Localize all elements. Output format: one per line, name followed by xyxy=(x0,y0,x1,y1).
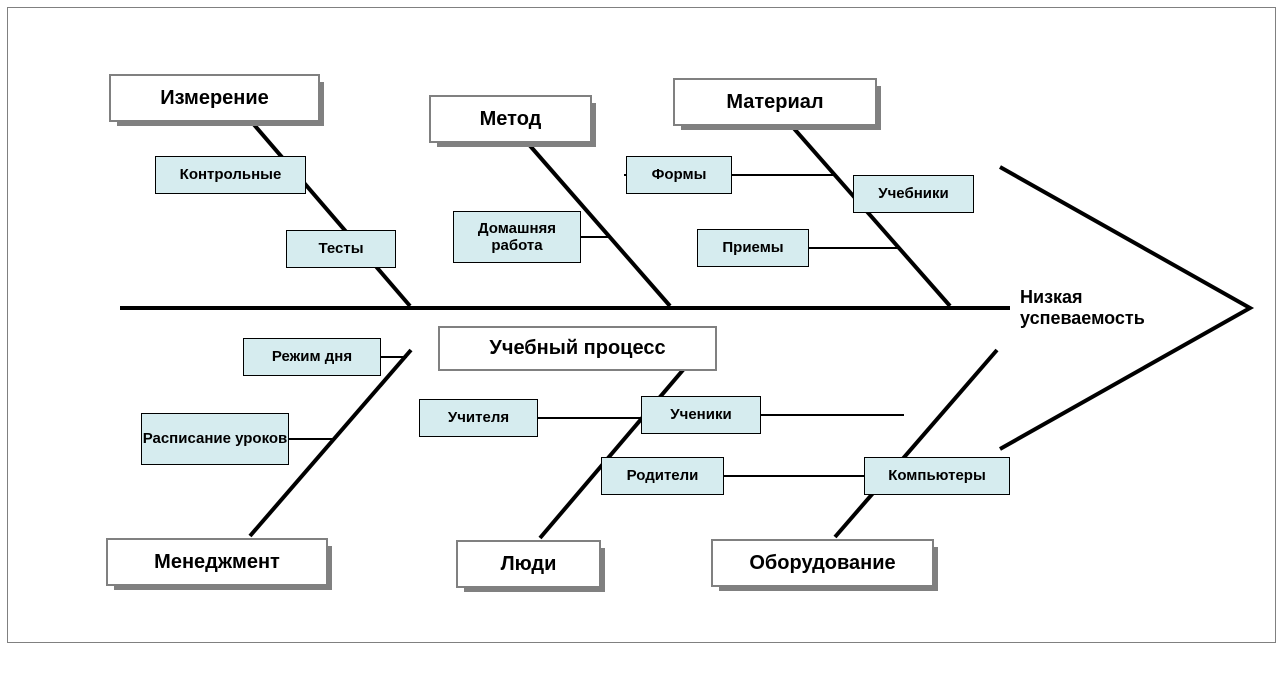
center-box-label: Учебный процесс xyxy=(489,337,665,360)
subcause-roditeli: Родители xyxy=(601,457,724,495)
subcause-label: Родители xyxy=(627,467,699,484)
subcause-raspis: Расписание уроков xyxy=(141,413,289,465)
subcause-label: Ученики xyxy=(670,406,731,423)
category-method: Метод xyxy=(429,95,588,139)
subcause-rezhim: Режим дня xyxy=(243,338,381,376)
subcause-komp: Компьютеры xyxy=(864,457,1010,495)
subcause-ucheniki: Ученики xyxy=(641,396,761,434)
subcause-priemy: Приемы xyxy=(697,229,809,267)
effect-label: Низкая успеваемость xyxy=(1020,278,1185,338)
category-equip: Оборудование xyxy=(711,539,930,583)
category-label: Метод xyxy=(480,108,542,131)
category-label: Материал xyxy=(726,91,823,114)
subcause-formy: Формы xyxy=(626,156,732,194)
subcause-label: Приемы xyxy=(722,239,783,256)
category-label: Оборудование xyxy=(749,552,895,575)
center-box: Учебный процесс xyxy=(438,326,717,371)
subcause-label: Формы xyxy=(652,166,707,183)
category-manage: Менеджмент xyxy=(106,538,324,582)
category-people: Люди xyxy=(456,540,597,584)
category-material: Материал xyxy=(673,78,873,122)
subcause-testy: Тесты xyxy=(286,230,396,268)
category-label: Менеджмент xyxy=(154,551,280,574)
subcause-uchebniki: Учебники xyxy=(853,175,974,213)
subcause-label: Домашняя работа xyxy=(454,220,580,255)
subcause-label: Тесты xyxy=(318,240,363,257)
subcause-label: Режим дня xyxy=(272,348,352,365)
subcause-label: Расписание уроков xyxy=(143,430,288,447)
subcause-label: Учителя xyxy=(448,409,509,426)
category-measure: Измерение xyxy=(109,74,316,118)
subcause-label: Компьютеры xyxy=(888,467,986,484)
subcause-label: Контрольные xyxy=(180,166,282,183)
subcause-uchitelya: Учителя xyxy=(419,399,538,437)
fishbone-diagram: Измерение Метод Материал Менеджмент Люди Обор… xyxy=(0,0,1281,677)
subcause-domrab: Домашняя работа xyxy=(453,211,581,263)
subcause-label: Учебники xyxy=(878,185,948,202)
category-label: Измерение xyxy=(160,87,269,110)
subcause-kontrol: Контрольные xyxy=(155,156,306,194)
category-label: Люди xyxy=(501,553,557,576)
